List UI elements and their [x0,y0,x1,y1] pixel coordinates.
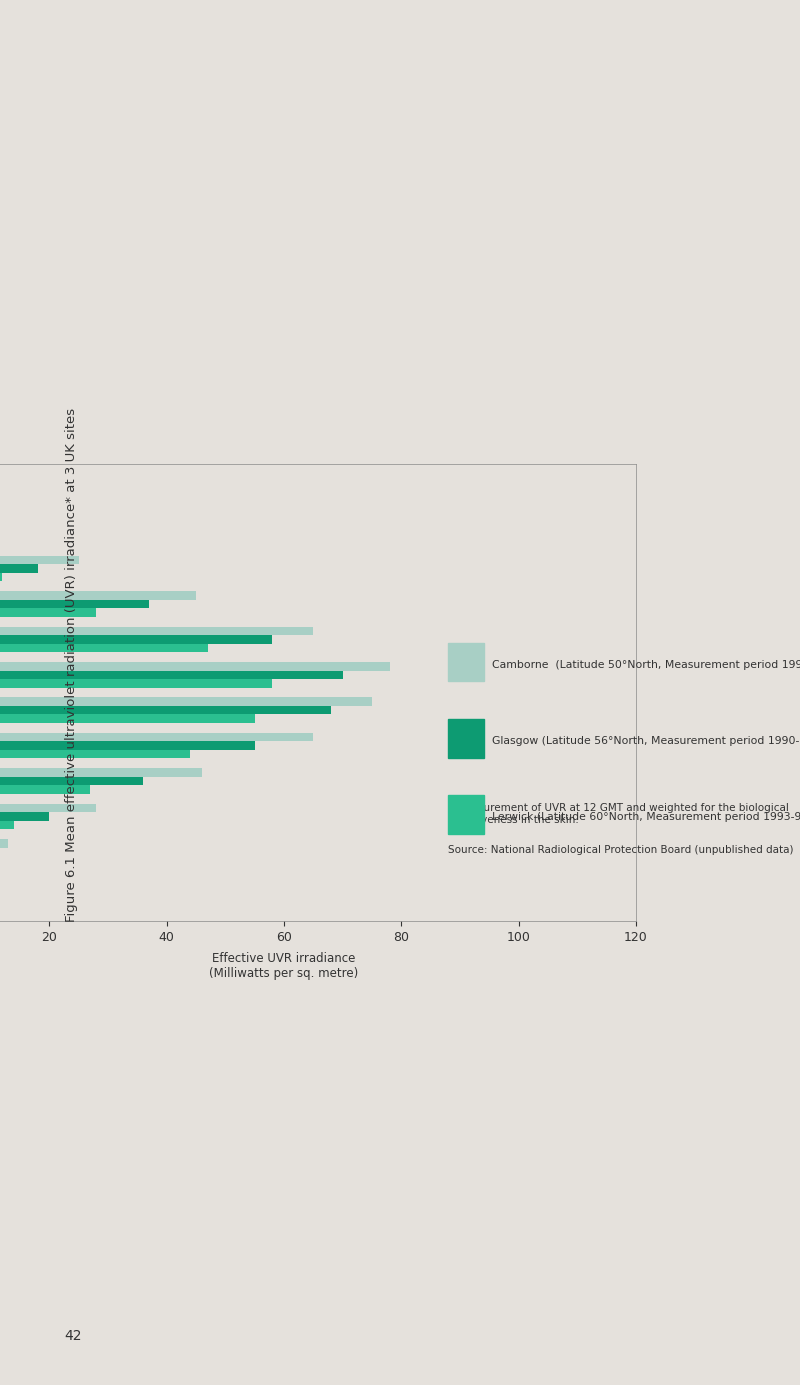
Bar [0,733,314,741]
Text: 42: 42 [64,1330,82,1343]
Bar [0,626,314,636]
Bar [0,813,50,821]
Bar [0,839,8,848]
Bar [0,591,196,600]
Bar [0,741,254,749]
Text: Source: National Radiological Protection Board (unpublished data): Source: National Radiological Protection… [448,845,794,855]
Text: Figure 6.1 Mean effective ultraviolet radiation (UVR) irradiance* at 3 UK sites: Figure 6.1 Mean effective ultraviolet ra… [66,407,78,922]
Bar [0,803,96,813]
Bar [0,821,14,830]
Bar [0,777,143,785]
Text: Lerwick (Latitude 60°North, Measurement period 1993-97*): Lerwick (Latitude 60°North, Measurement … [492,812,800,823]
X-axis label: Effective UVR irradiance
(Milliwatts per sq. metre): Effective UVR irradiance (Milliwatts per… [210,951,358,981]
Bar [0,600,149,608]
Text: * Measurement of UVR at 12 GMT and weighted for the biological effectiveness in : * Measurement of UVR at 12 GMT and weigh… [448,803,789,825]
Bar [0,564,38,572]
Text: Camborne  (Latitude 50°North, Measurement period 1993-97*): Camborne (Latitude 50°North, Measurement… [492,659,800,670]
Bar [0,636,272,644]
Bar [0,769,202,777]
Bar [0,555,78,564]
Text: Glasgow (Latitude 56°North, Measurement period 1990-97*): Glasgow (Latitude 56°North, Measurement … [492,735,800,747]
Bar [0,670,342,679]
Bar [0,679,272,687]
Bar [0,749,190,759]
Bar [0,706,331,715]
Bar [0,608,96,616]
Bar [0,785,90,794]
Bar [0,644,208,652]
Bar [0,572,2,582]
Bar [0,662,390,670]
Bar [0,715,254,723]
Bar [0,698,372,706]
